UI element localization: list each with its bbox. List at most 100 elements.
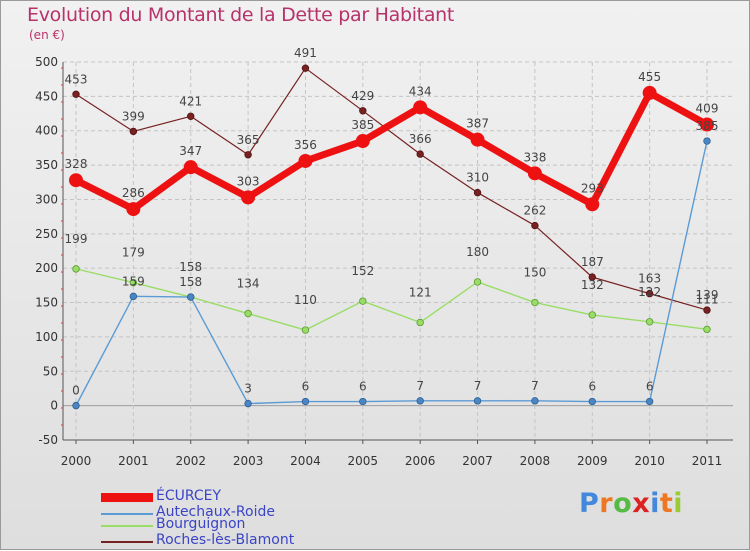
data-label: 134 [237,277,260,291]
data-label: 310 [466,171,489,185]
data-label: 286 [122,186,145,200]
data-label: 3 [244,382,252,396]
data-point [355,134,370,149]
data-label: 6 [646,380,654,394]
data-label: 387 [466,117,489,131]
data-label: 152 [351,264,374,278]
chart-title: Evolution du Montant de la Dette par Hab… [27,4,455,26]
data-point [69,173,83,188]
data-label: 150 [523,266,546,280]
logo-letter: o [613,488,633,519]
data-label: 111 [696,292,719,306]
legend-swatch [101,513,153,515]
data-label: 453 [65,72,88,86]
legend-label: ÉCURCEY [156,488,222,504]
data-label: 163 [638,272,661,286]
data-label: 110 [294,293,317,307]
data-label: 139 [696,288,719,302]
data-point [301,64,310,72]
data-point [473,188,482,197]
data-point [126,202,141,217]
data-label: 121 [409,285,432,299]
data-point [129,127,138,136]
data-point [359,397,367,406]
data-label: 385 [351,118,374,132]
data-point [700,117,714,132]
data-label: 6 [588,380,596,394]
data-point [72,401,80,410]
data-point [72,265,80,273]
data-point [473,397,482,405]
data-point [129,278,138,287]
data-label: 491 [294,46,317,60]
data-label: 7 [531,379,539,393]
data-point [703,137,711,145]
data-label: 303 [237,174,260,188]
data-point [359,107,367,115]
data-point [72,90,80,99]
series-line [75,67,708,311]
data-label: 293 [581,181,604,195]
data-point [301,397,310,406]
data-point [531,298,539,307]
data-point [301,326,310,334]
y-tick-label: 350 [35,158,58,172]
y-tick-label: 50 [43,364,58,378]
y-tick-label: 450 [35,89,58,103]
legend-label: Autechaux-Roide [156,504,275,520]
data-label: 455 [638,70,661,84]
data-label: 158 [179,275,202,289]
data-label: 399 [122,109,145,123]
x-tick-label: 2010 [634,454,665,468]
data-label: 158 [179,260,202,274]
y-tick-label: 500 [35,55,58,69]
x-tick-label: 2011 [692,454,723,468]
data-labels: 4533994213654914293663102621871631391991… [65,46,719,397]
data-point [527,166,542,181]
y-tick-label: 150 [35,296,58,310]
logo-letter: t [659,488,674,519]
y-axis-unit-label: (en €) [29,28,65,42]
data-point [642,85,657,100]
y-tick-label: 0 [50,399,58,413]
data-point [413,100,428,115]
legend-swatch [101,525,153,527]
data-label: 122 [638,285,661,299]
data-point [473,278,482,286]
data-label: 179 [122,246,145,260]
series-line [75,268,708,331]
x-tick-label: 2008 [520,454,551,468]
legend-swatch [101,493,153,502]
data-point [588,397,596,406]
data-label: 0 [72,384,80,398]
data-point [241,190,256,205]
data-point [470,132,485,147]
data-label: 6 [359,380,367,394]
data-label: 7 [416,379,424,393]
data-point [359,297,367,305]
logo-letter: r [599,488,614,519]
axes: -50 0 50 100 150 200 250 300 350 400 450 500 2000 200… [35,55,733,468]
x-tick-label: 2005 [348,454,379,468]
logo-letter: P [579,488,600,519]
data-label: 434 [409,84,432,98]
y-tick-label: 200 [35,261,58,275]
series-line [74,89,709,213]
data-point [588,311,596,319]
data-point [416,150,424,158]
data-point [244,399,252,408]
data-point [187,293,195,301]
data-point [416,318,424,327]
data-label: 429 [351,89,374,103]
data-label: 262 [523,204,546,218]
data-point [645,397,654,406]
data-label: 180 [466,245,489,259]
data-label: 409 [696,102,719,116]
data-label: 199 [65,232,88,246]
y-tick-label: 400 [35,124,58,138]
proxiti-logo: Proxiti [579,488,683,519]
legend-label: Bourguignon [156,516,246,532]
data-point [645,318,654,326]
